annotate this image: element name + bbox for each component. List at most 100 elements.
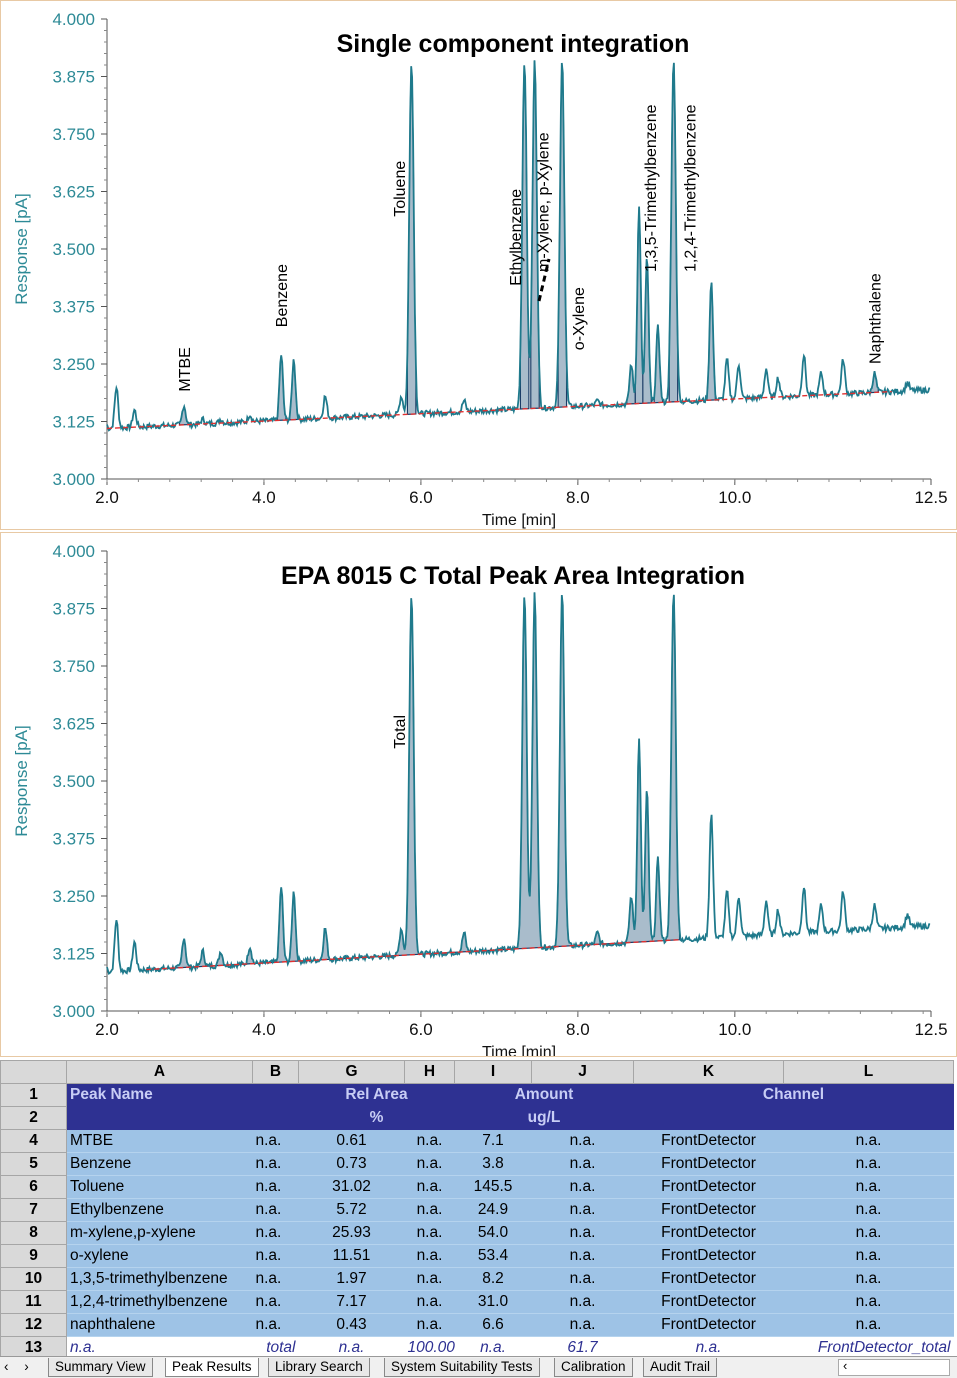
amount-cell[interactable]: 53.4 — [454, 1244, 532, 1268]
peak-name-cell[interactable]: 1,3,5-trimethylbenzene — [66, 1267, 253, 1291]
col-l-cell[interactable]: n.a. — [783, 1313, 954, 1337]
channel-cell[interactable]: FrontDetector — [633, 1221, 784, 1245]
column-header-h[interactable]: H — [404, 1060, 455, 1084]
peak-name-cell[interactable]: naphthalene — [66, 1313, 253, 1337]
col-l-cell[interactable]: n.a. — [783, 1175, 954, 1199]
col-j-cell[interactable]: n.a. — [531, 1290, 634, 1314]
rel-area-cell[interactable]: 0.43 — [298, 1313, 405, 1337]
col-j-cell[interactable]: n.a. — [531, 1244, 634, 1268]
col-b-cell[interactable]: n.a. — [252, 1267, 299, 1291]
channel-cell[interactable]: FrontDetector — [633, 1267, 784, 1291]
row-number[interactable]: 2 — [0, 1106, 67, 1130]
column-header-j[interactable]: J — [531, 1060, 634, 1084]
column-header-k[interactable]: K — [633, 1060, 784, 1084]
col-b-cell[interactable]: n.a. — [252, 1244, 299, 1268]
header-cell-empty[interactable] — [252, 1106, 299, 1130]
header-cell-empty[interactable] — [66, 1106, 253, 1130]
rel-area-cell[interactable]: 7.17 — [298, 1290, 405, 1314]
peak-name-cell[interactable]: MTBE — [66, 1129, 253, 1153]
col-h-cell[interactable]: n.a. — [404, 1313, 455, 1337]
row-number[interactable]: 4 — [0, 1129, 67, 1153]
col-l-cell[interactable]: n.a. — [783, 1198, 954, 1222]
peak-name-cell[interactable]: Benzene — [66, 1152, 253, 1176]
col-j-cell[interactable]: n.a. — [531, 1152, 634, 1176]
tab-peak-results[interactable]: Peak Results — [165, 1358, 259, 1377]
rel-area-cell[interactable]: 31.02 — [298, 1175, 405, 1199]
col-h-cell[interactable]: n.a. — [404, 1290, 455, 1314]
column-header-l[interactable]: L — [783, 1060, 954, 1084]
rel-area-unit[interactable]: % — [298, 1106, 455, 1130]
col-j-cell[interactable]: n.a. — [531, 1221, 634, 1245]
rel-area-cell[interactable]: 25.93 — [298, 1221, 405, 1245]
col-b-cell[interactable]: n.a. — [252, 1290, 299, 1314]
channel-cell[interactable]: FrontDetector — [633, 1175, 784, 1199]
row-number[interactable]: 8 — [0, 1221, 67, 1245]
col-l-cell[interactable]: n.a. — [783, 1129, 954, 1153]
col-h-cell[interactable]: n.a. — [404, 1267, 455, 1291]
row-number[interactable]: 1 — [0, 1083, 67, 1107]
peak-name-header[interactable]: Peak Name — [66, 1083, 253, 1107]
col-l-cell[interactable]: n.a. — [783, 1267, 954, 1291]
row-number[interactable]: 11 — [0, 1290, 67, 1314]
tab-audit-trail[interactable]: Audit Trail — [643, 1358, 718, 1377]
rel-area-header[interactable]: Rel Area — [298, 1083, 455, 1107]
channel-cell[interactable]: FrontDetector — [633, 1152, 784, 1176]
row-number[interactable]: 5 — [0, 1152, 67, 1176]
tab-calibration[interactable]: Calibration — [554, 1358, 633, 1377]
channel-cell[interactable]: FrontDetector — [633, 1244, 784, 1268]
col-b-cell[interactable]: n.a. — [252, 1313, 299, 1337]
amount-cell[interactable]: 31.0 — [454, 1290, 532, 1314]
col-j-cell[interactable]: n.a. — [531, 1198, 634, 1222]
corner-cell[interactable] — [0, 1060, 67, 1084]
col-j-cell[interactable]: n.a. — [531, 1175, 634, 1199]
col-b-cell[interactable]: n.a. — [252, 1129, 299, 1153]
col-b-cell[interactable]: n.a. — [252, 1175, 299, 1199]
col-h-cell[interactable]: n.a. — [404, 1129, 455, 1153]
col-h-cell[interactable]: n.a. — [404, 1152, 455, 1176]
amount-header[interactable]: Amount — [454, 1083, 634, 1107]
row-number[interactable]: 6 — [0, 1175, 67, 1199]
col-h-cell[interactable]: n.a. — [404, 1244, 455, 1268]
amount-unit[interactable]: ug/L — [454, 1106, 634, 1130]
col-l-cell[interactable]: n.a. — [783, 1152, 954, 1176]
col-l-cell[interactable]: n.a. — [783, 1290, 954, 1314]
peak-name-cell[interactable]: m-xylene,p-xylene — [66, 1221, 253, 1245]
horizontal-scrollbar[interactable]: ‹ — [838, 1358, 950, 1376]
col-j-cell[interactable]: n.a. — [531, 1267, 634, 1291]
peak-name-cell[interactable]: Toluene — [66, 1175, 253, 1199]
column-header-a[interactable]: A — [66, 1060, 253, 1084]
amount-cell[interactable]: 24.9 — [454, 1198, 532, 1222]
col-l-cell[interactable]: n.a. — [783, 1221, 954, 1245]
col-j-cell[interactable]: n.a. — [531, 1129, 634, 1153]
rel-area-cell[interactable]: 11.51 — [298, 1244, 405, 1268]
column-header-g[interactable]: G — [298, 1060, 405, 1084]
amount-cell[interactable]: 3.8 — [454, 1152, 532, 1176]
header-cell-empty[interactable] — [252, 1083, 299, 1107]
row-number[interactable]: 10 — [0, 1267, 67, 1291]
header-cell-empty[interactable] — [633, 1106, 954, 1130]
row-number[interactable]: 7 — [0, 1198, 67, 1222]
col-h-cell[interactable]: n.a. — [404, 1198, 455, 1222]
amount-cell[interactable]: 8.2 — [454, 1267, 532, 1291]
rel-area-cell[interactable]: 0.73 — [298, 1152, 405, 1176]
tab-library-search[interactable]: Library Search — [268, 1358, 370, 1377]
channel-header[interactable]: Channel — [633, 1083, 954, 1107]
peak-name-cell[interactable]: o-xylene — [66, 1244, 253, 1268]
rel-area-cell[interactable]: 1.97 — [298, 1267, 405, 1291]
amount-cell[interactable]: 6.6 — [454, 1313, 532, 1337]
col-h-cell[interactable]: n.a. — [404, 1175, 455, 1199]
tab-scroll-arrows[interactable]: ‹ › — [4, 1359, 35, 1374]
channel-cell[interactable]: FrontDetector — [633, 1313, 784, 1337]
col-b-cell[interactable]: n.a. — [252, 1221, 299, 1245]
row-number[interactable]: 12 — [0, 1313, 67, 1337]
row-number[interactable]: 9 — [0, 1244, 67, 1268]
channel-cell[interactable]: FrontDetector — [633, 1290, 784, 1314]
rel-area-cell[interactable]: 5.72 — [298, 1198, 405, 1222]
channel-cell[interactable]: FrontDetector — [633, 1129, 784, 1153]
column-header-b[interactable]: B — [252, 1060, 299, 1084]
amount-cell[interactable]: 54.0 — [454, 1221, 532, 1245]
column-header-i[interactable]: I — [454, 1060, 532, 1084]
peak-name-cell[interactable]: 1,2,4-trimethylbenzene — [66, 1290, 253, 1314]
col-h-cell[interactable]: n.a. — [404, 1221, 455, 1245]
amount-cell[interactable]: 145.5 — [454, 1175, 532, 1199]
